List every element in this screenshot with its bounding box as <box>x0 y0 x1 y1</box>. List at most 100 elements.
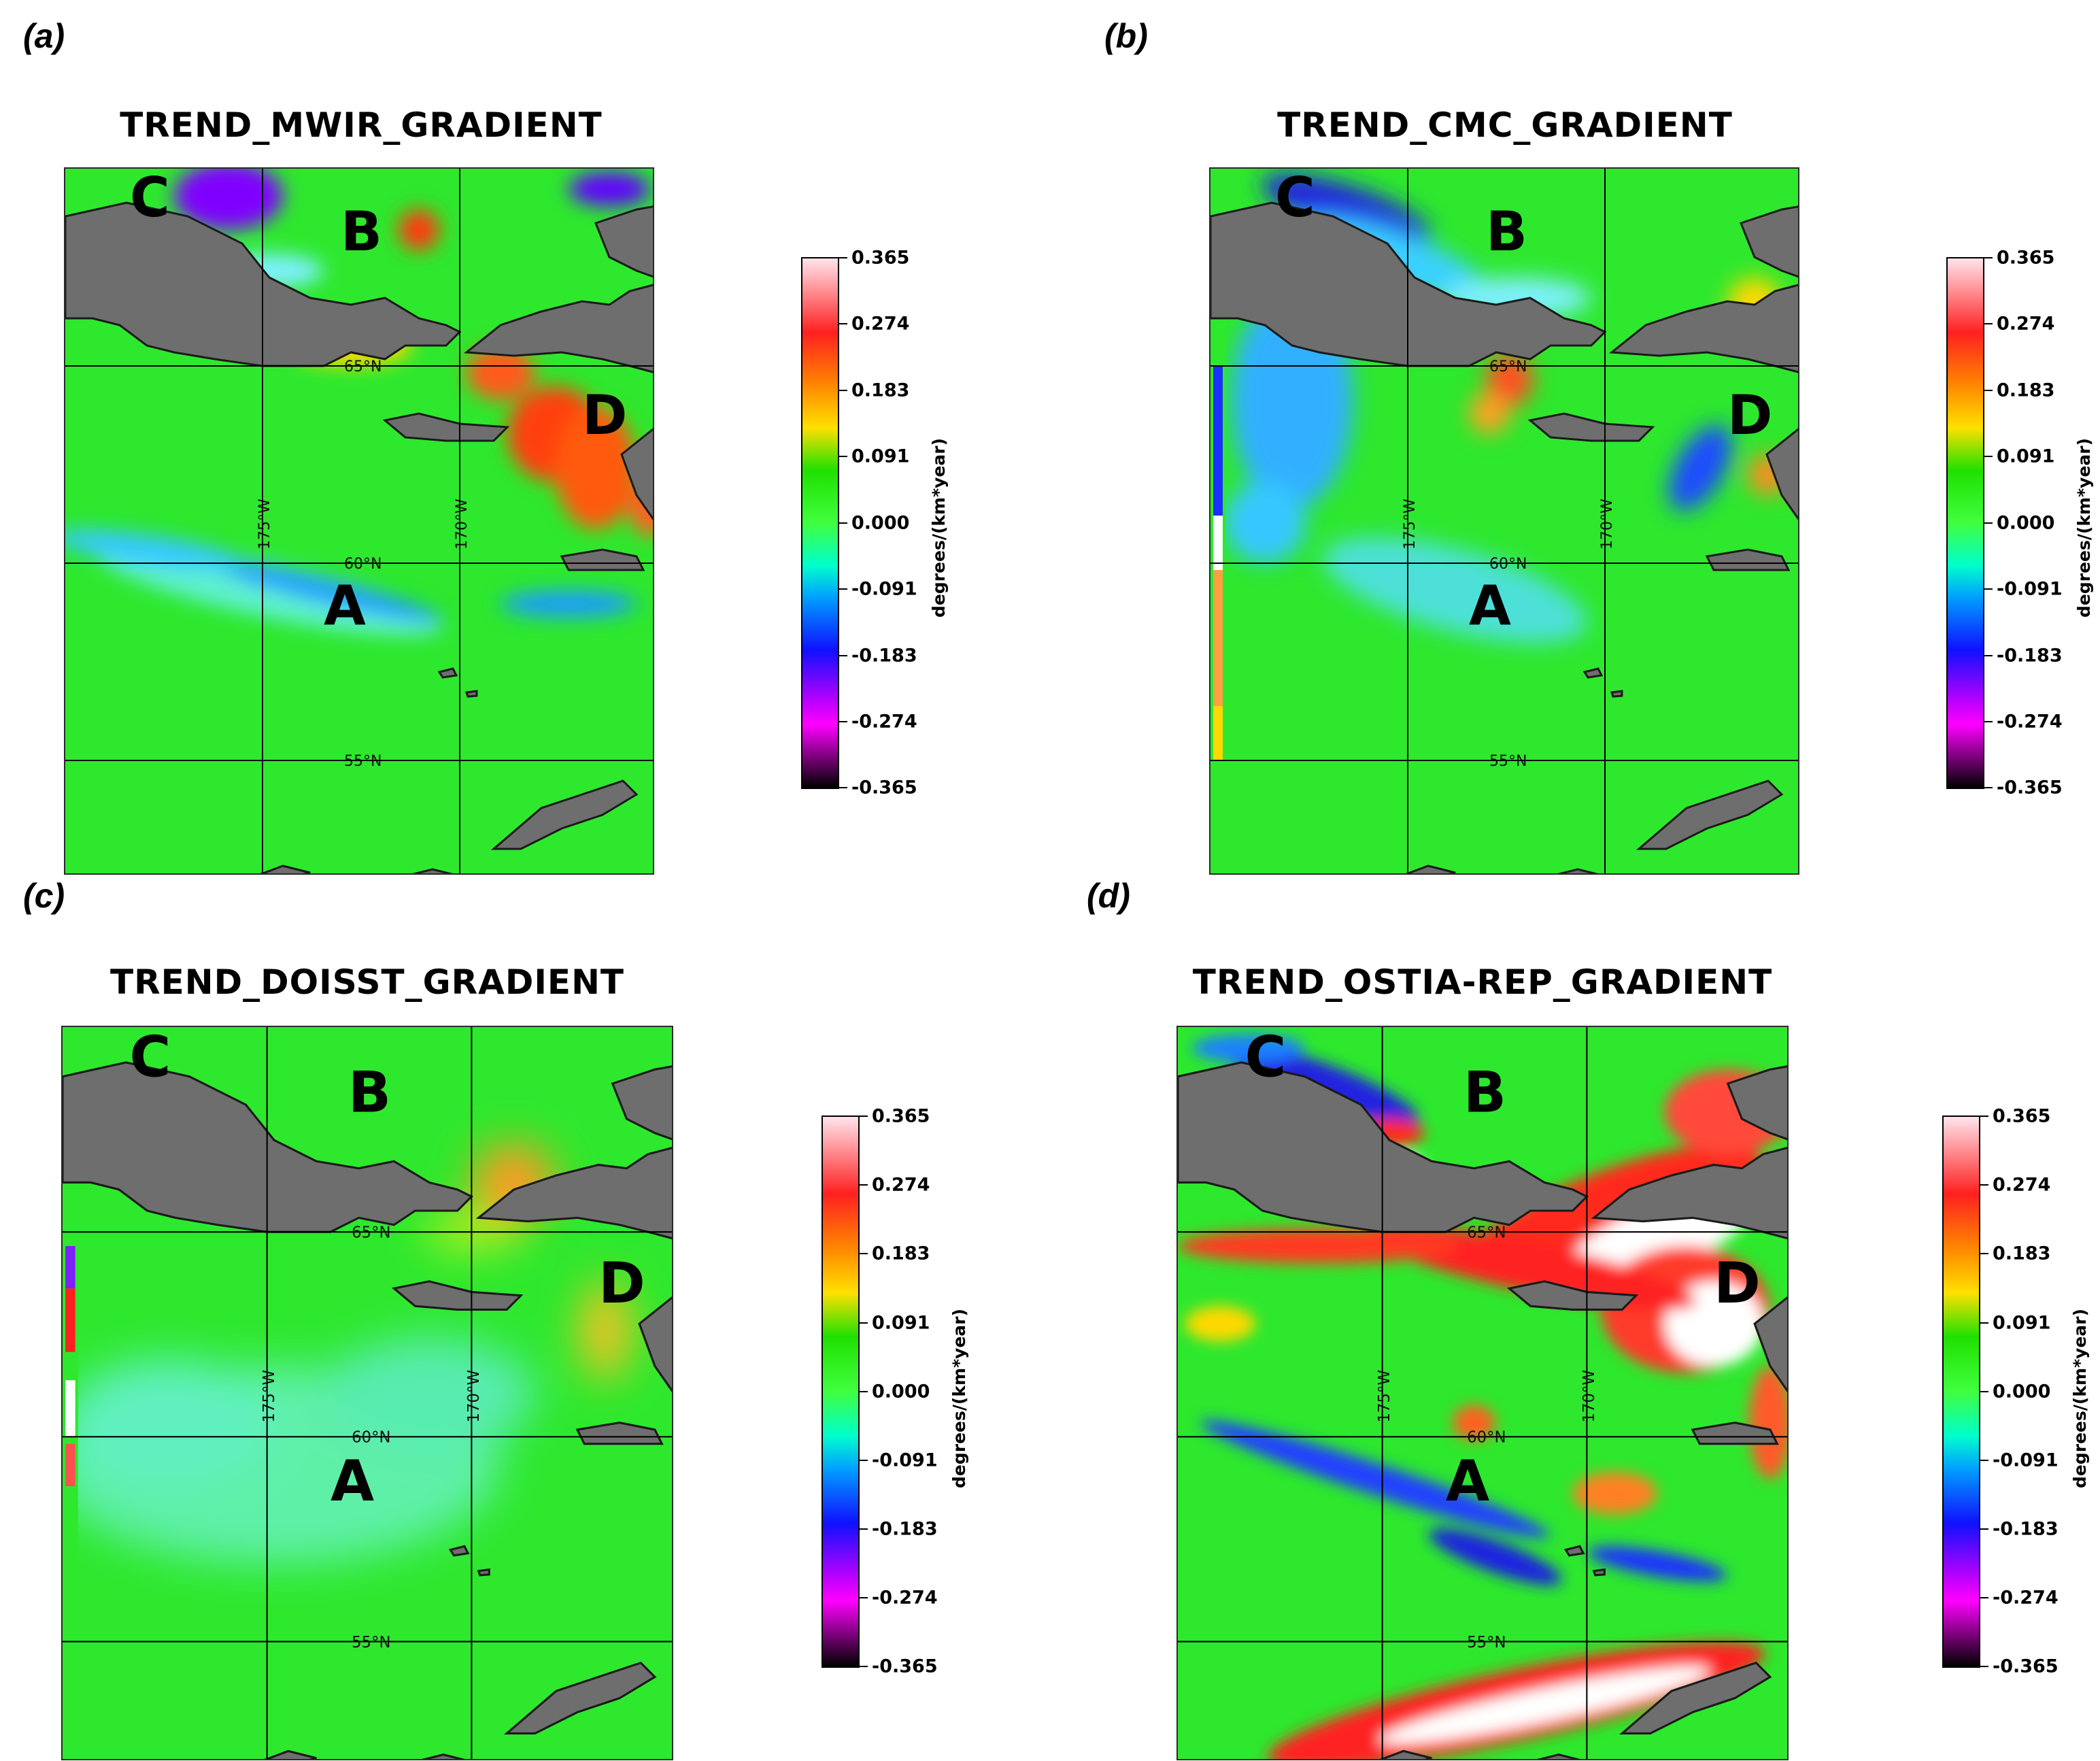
tick-label: 0.274 <box>1993 1174 2051 1196</box>
tick-label: 0.274 <box>851 313 910 335</box>
colorbar-gradient <box>1942 1116 1980 1668</box>
panel-title: TREND_OSTIA-REP_GRADIENT <box>1192 962 1773 1002</box>
region-label-a: A <box>1446 1448 1489 1514</box>
colorbar-unit: degrees/(km*year) <box>2070 1308 2090 1488</box>
region-label-a: A <box>324 574 366 637</box>
lon-label: 175°W <box>256 499 273 550</box>
tick-label: -0.274 <box>1993 1587 2059 1609</box>
lat-label: 55°N <box>1467 1634 1506 1651</box>
lon-label: 175°W <box>260 1370 278 1423</box>
tick-label: 0.000 <box>872 1381 930 1403</box>
lat-label: 65°N <box>352 1224 390 1241</box>
panel-title: TREND_CMC_GRADIENT <box>1277 105 1733 145</box>
region-labels: A B C D <box>1245 1027 1761 1514</box>
region-label-a: A <box>331 1448 374 1514</box>
region-label-a: A <box>1469 574 1511 637</box>
tick-label: 0.274 <box>1997 313 2055 335</box>
region-label-d: D <box>1714 1250 1761 1316</box>
map-svg: 65°N 60°N 55°N 175°W 170°W A B C D <box>1210 169 1798 873</box>
tick-label: -0.091 <box>851 578 917 600</box>
colorbar: 0.365 0.274 0.183 0.091 0.000 -0.091 -0.… <box>801 248 971 799</box>
map-image: 65°N 60°N 55°N 175°W 170°W A B C D <box>1176 1026 1789 1760</box>
tick-label: 0.183 <box>1993 1243 2051 1264</box>
colorbar-gradient <box>1946 257 1984 789</box>
tick-label: -0.365 <box>872 1656 938 1677</box>
colorbar-unit: degrees/(km*year) <box>949 1308 969 1488</box>
region-label-b: B <box>348 1060 391 1126</box>
graticule-labels: 65°N 60°N 55°N 175°W 170°W <box>256 358 471 770</box>
tick-label: 0.365 <box>1997 247 2055 269</box>
region-label-c: C <box>1275 169 1315 229</box>
map-image: 65°N 60°N 55°N 175°W 170°W A B C D <box>1209 167 1799 875</box>
anomaly-field <box>63 1143 630 1564</box>
region-label-b: B <box>1463 1060 1506 1126</box>
lon-label: 170°W <box>465 1370 483 1423</box>
region-label-c: C <box>1245 1027 1287 1090</box>
graticule <box>1178 1027 1787 1759</box>
region-label-c: C <box>130 169 170 229</box>
region-label-d: D <box>1727 384 1772 447</box>
graticule-labels: 65°N 60°N 55°N 175°W 170°W <box>1376 1224 1598 1651</box>
tick-label: -0.091 <box>1997 578 2063 600</box>
lon-label: 170°W <box>1599 499 1616 550</box>
colorbar: 0.365 0.274 0.183 0.091 0.000 -0.091 -0.… <box>1942 1106 2096 1677</box>
lat-label: 60°N <box>352 1429 390 1447</box>
tick-label: 0.183 <box>851 380 910 401</box>
panel-label: (d) <box>1087 877 1130 915</box>
tick-label: 0.183 <box>1997 380 2055 401</box>
region-labels: A B C D <box>1275 169 1772 637</box>
tick-label: 0.274 <box>872 1174 930 1196</box>
tick-label: -0.274 <box>872 1587 938 1609</box>
lat-label: 55°N <box>352 1634 390 1651</box>
tick-label: -0.274 <box>1997 711 2063 733</box>
tick-label: -0.365 <box>851 777 917 799</box>
tick-label: -0.183 <box>851 645 917 667</box>
lat-label: 60°N <box>344 556 382 573</box>
region-label-b: B <box>341 200 382 263</box>
region-label-d: D <box>582 384 627 447</box>
graticule <box>63 1027 672 1759</box>
lat-label: 65°N <box>1489 358 1527 375</box>
lat-label: 60°N <box>1467 1429 1506 1447</box>
region-label-c: C <box>130 1027 171 1090</box>
lat-label: 60°N <box>1489 556 1527 573</box>
lon-label: 175°W <box>1402 499 1419 550</box>
colorbar-unit: degrees/(km*year) <box>2074 437 2094 618</box>
graticule <box>1210 169 1798 873</box>
map-svg: 65°N 60°N 55°N 175°W 170°W A B C D <box>65 169 653 873</box>
panel-label: (b) <box>1104 17 1148 55</box>
tick-label: -0.091 <box>872 1449 938 1471</box>
colorbar: 0.365 0.274 0.183 0.091 0.000 -0.091 -0.… <box>1946 248 2096 799</box>
region-labels: A B C D <box>130 169 627 637</box>
tick-label: -0.274 <box>851 711 917 733</box>
tick-label: 0.000 <box>1997 512 2055 534</box>
tick-label: -0.183 <box>1997 645 2063 667</box>
graticule-labels: 65°N 60°N 55°N 175°W 170°W <box>1402 358 1616 770</box>
region-label-b: B <box>1486 200 1527 263</box>
colorbar-gradient <box>801 257 839 789</box>
tick-label: 0.365 <box>872 1105 930 1127</box>
tick-label: 0.000 <box>1993 1381 2051 1403</box>
tick-label: 0.183 <box>872 1243 930 1264</box>
panel-title: TREND_DOISST_GRADIENT <box>109 962 625 1002</box>
lon-label: 170°W <box>454 499 471 550</box>
map-svg: 65°N 60°N 55°N 175°W 170°W A B C D <box>1178 1027 1787 1759</box>
graticule-labels: 65°N 60°N 55°N 175°W 170°W <box>260 1224 483 1651</box>
tick-label: 0.091 <box>1993 1312 2051 1334</box>
lon-label: 170°W <box>1580 1370 1598 1423</box>
colorbar-gradient <box>822 1116 860 1668</box>
tick-label: -0.091 <box>1993 1449 2059 1471</box>
region-label-d: D <box>598 1250 645 1316</box>
region-labels: A B C D <box>130 1027 645 1514</box>
graticule <box>65 169 653 873</box>
colorbar: 0.365 0.274 0.183 0.091 0.000 -0.091 -0.… <box>822 1106 992 1677</box>
lon-label: 175°W <box>1376 1370 1393 1423</box>
map-image: 65°N 60°N 55°N 175°W 170°W A B C D <box>64 167 654 875</box>
map-svg: 65°N 60°N 55°N 175°W 170°W A B C D <box>63 1027 672 1759</box>
tick-label: 0.091 <box>1997 446 2055 467</box>
lat-label: 55°N <box>344 753 382 770</box>
tick-label: 0.365 <box>1993 1105 2051 1127</box>
tick-label: -0.183 <box>1993 1518 2059 1540</box>
tick-label: -0.183 <box>872 1518 938 1540</box>
tick-label: -0.365 <box>1997 777 2063 799</box>
